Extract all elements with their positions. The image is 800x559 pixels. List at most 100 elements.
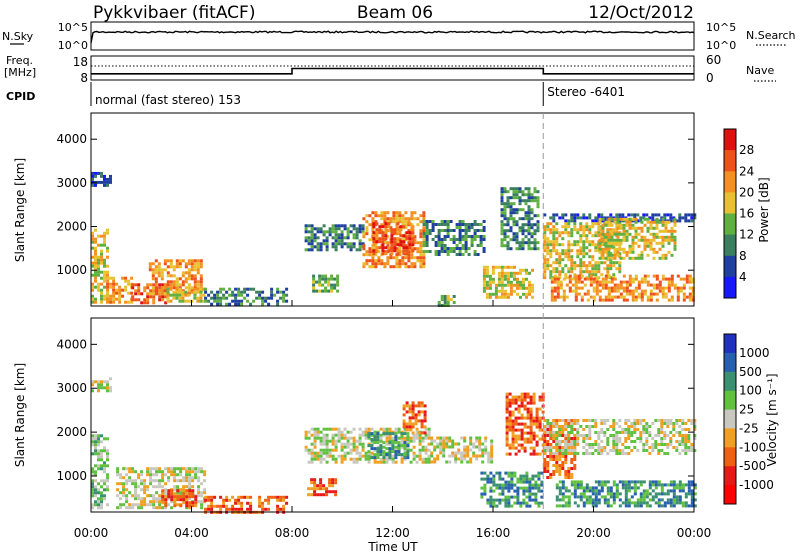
heatmap-cell [525, 474, 529, 478]
heatmap-cell [526, 437, 530, 441]
heatmap-cell [187, 277, 191, 281]
heatmap-cell [417, 419, 421, 423]
heatmap-cell [473, 235, 477, 238]
heatmap-cell [558, 492, 562, 496]
heatmap-cell [383, 265, 387, 269]
heatmap-cell [446, 232, 450, 235]
heatmap-cell [543, 249, 547, 253]
heatmap-cell [606, 504, 610, 508]
heatmap-cell [666, 434, 670, 437]
heatmap-cell [601, 232, 605, 236]
heatmap-cell [573, 489, 577, 493]
heatmap-cell [97, 491, 100, 495]
heatmap-cell [406, 453, 410, 457]
heatmap-cell [225, 290, 229, 294]
heatmap-cell [594, 270, 598, 274]
heatmap-cell [561, 504, 565, 508]
colorbar-swatch [724, 171, 736, 193]
heatmap-cell [143, 301, 147, 305]
heatmap-cell [543, 225, 547, 229]
heatmap-cell [330, 289, 334, 293]
heatmap-cell [621, 483, 625, 487]
heatmap-cell [425, 244, 429, 247]
heatmap-cell [391, 460, 395, 464]
heatmap-cell [552, 473, 556, 476]
heatmap-cell [543, 440, 547, 443]
heatmap-cell [310, 427, 314, 431]
heatmap-cell [404, 223, 408, 227]
heatmap-cell [365, 253, 369, 257]
heatmap-cell [398, 259, 402, 263]
heatmap-cell [324, 280, 328, 284]
heatmap-cell [534, 483, 538, 487]
heatmap-cell [140, 497, 144, 501]
heatmap-cell [267, 507, 271, 511]
heatmap-cell [645, 428, 649, 431]
heatmap-cell [618, 252, 622, 256]
heatmap-cell [531, 295, 534, 299]
heatmap-cell [582, 240, 586, 244]
heatmap-cell [520, 422, 524, 426]
heatmap-cell [648, 425, 652, 428]
heatmap-cell [555, 449, 559, 452]
colorbar-swatch [724, 276, 736, 299]
heatmap-cell [446, 298, 450, 301]
heatmap-cell [624, 480, 628, 484]
heatmap-cell [561, 461, 565, 464]
heatmap-cell [152, 473, 156, 477]
heatmap-cell [651, 422, 655, 425]
heatmap-cell [513, 474, 517, 478]
heatmap-cell [507, 480, 511, 484]
heatmap-cell [642, 492, 646, 496]
heatmap-cell [402, 246, 406, 250]
heatmap-cell [669, 504, 673, 508]
heatmap-cell [131, 506, 135, 510]
heatmap-cell [636, 498, 640, 502]
heatmap-cell [243, 495, 247, 499]
heatmap-cell [118, 300, 122, 304]
heatmap-cell [509, 205, 513, 209]
heatmap-cell [658, 256, 662, 260]
heatmap-cell [594, 425, 598, 428]
heatmap-cell [336, 280, 340, 284]
heatmap-cell [524, 235, 528, 239]
heatmap-cell [515, 241, 519, 245]
colorbar-tick-label: 4 [739, 270, 747, 284]
heatmap-cell [451, 445, 455, 449]
heatmap-cell [103, 177, 106, 181]
heatmap-cell [325, 451, 329, 455]
heatmap-cell [522, 268, 525, 272]
heatmap-cell [100, 288, 103, 292]
x-tick-label: 00:00 [677, 526, 712, 540]
heatmap-cell [515, 238, 519, 242]
heatmap-cell [643, 235, 647, 239]
heatmap-cell [651, 446, 655, 449]
heatmap-cell [555, 261, 559, 265]
heatmap-cell [213, 299, 217, 303]
heatmap-cell [103, 270, 106, 274]
heatmap-cell [94, 434, 97, 438]
heatmap-cell [188, 492, 192, 496]
heatmap-cell [97, 234, 100, 238]
heatmap-cell [488, 277, 492, 281]
heatmap-cell [422, 214, 426, 218]
heatmap-cell [149, 500, 153, 504]
heatmap-cell [640, 295, 644, 299]
heatmap-cell [419, 262, 423, 266]
heatmap-cell [500, 232, 504, 236]
heatmap-cell [154, 280, 158, 284]
heatmap-cell [446, 253, 450, 256]
heatmap-cell [631, 217, 635, 221]
heatmap-cell [148, 268, 152, 272]
heatmap-cell [612, 261, 616, 265]
heatmap-cell [516, 283, 519, 287]
heatmap-cell [594, 267, 598, 271]
heatmap-cell [616, 217, 620, 221]
heatmap-cell [666, 425, 670, 428]
heatmap-cell [558, 258, 562, 262]
heatmap-cell [355, 460, 359, 464]
heatmap-cell [570, 483, 574, 487]
heatmap-cell [346, 451, 350, 455]
heatmap-cell [627, 446, 631, 449]
heatmap-cell [97, 467, 100, 471]
